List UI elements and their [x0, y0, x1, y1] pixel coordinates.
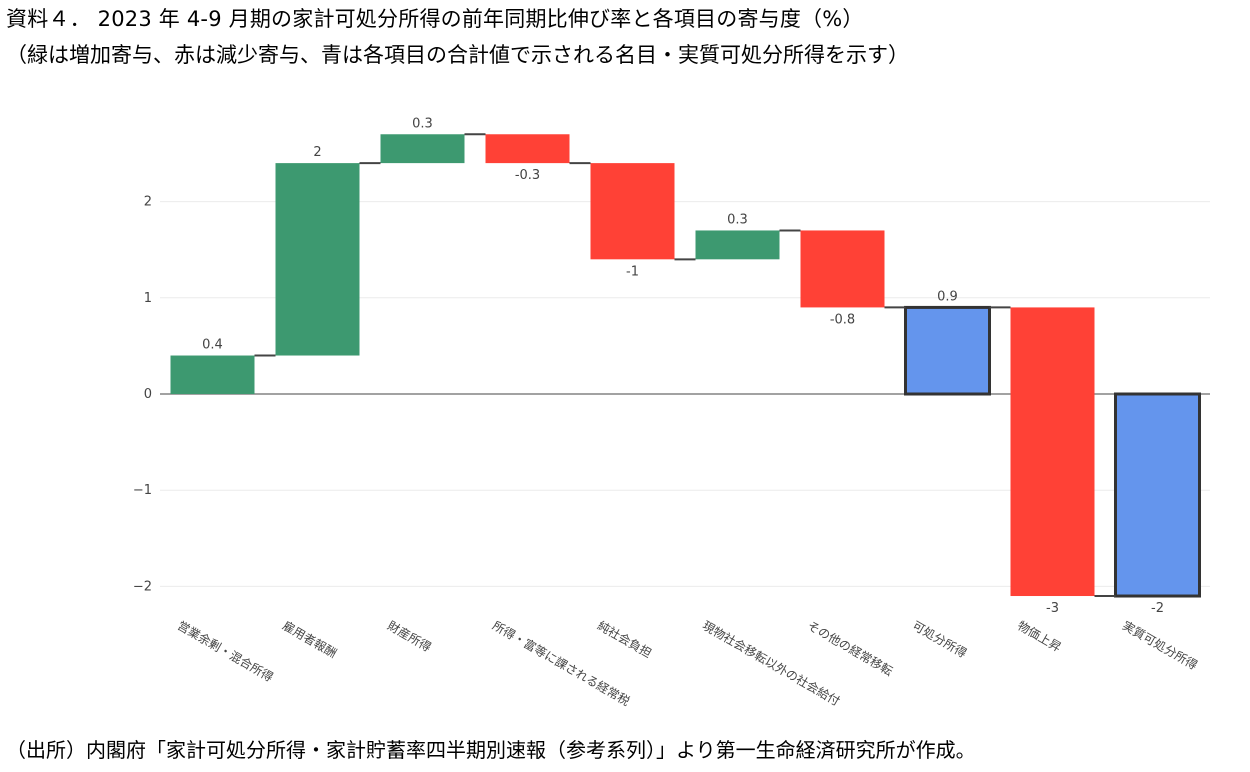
x-tick-label: 実質可処分所得	[1120, 618, 1200, 673]
chart-title: 資料４． 2023 年 4-9 月期の家計可処分所得の前年同期比伸び率と各項目の…	[6, 7, 864, 31]
bar-5	[590, 163, 675, 260]
bar-2	[275, 163, 360, 356]
data-label: -3	[1046, 601, 1059, 616]
y-axis-ticks: 2 1 0 −1 −2	[133, 195, 152, 595]
x-tick-label: 雇用者報酬	[280, 618, 339, 661]
y-tick-label: 0	[144, 387, 152, 402]
data-labels: 0.4 2 0.3 -0.3 -1 0.3 -0.8 0.9 -3 -2	[202, 116, 1164, 616]
source-note: （出所）内閣府「家計可処分所得・家計貯蓄率四半期別速報（参考系列）」より第一生命…	[6, 738, 976, 762]
y-tick-label: −2	[133, 579, 152, 594]
data-label: -0.8	[830, 312, 855, 327]
x-tick-label: 可処分所得	[910, 618, 969, 661]
bar-7	[800, 230, 885, 308]
bar-8	[904, 305, 991, 396]
data-label: 0.3	[727, 212, 748, 227]
data-label: 0.3	[412, 116, 433, 131]
x-tick-label: 財産所得	[385, 618, 434, 655]
connector-lines	[254, 133, 1116, 598]
y-tick-label: 1	[144, 291, 152, 306]
x-tick-label: 純社会負担	[595, 618, 654, 661]
y-tick-label: −1	[133, 483, 152, 498]
bar-3	[380, 134, 465, 164]
x-tick-label: 営業余剰・混合所得	[175, 618, 276, 685]
y-tick-label: 2	[144, 195, 152, 210]
bar-6	[695, 230, 780, 260]
bar-4	[485, 134, 570, 164]
data-label: 0.4	[202, 338, 223, 353]
chart-subtitle: （緑は増加寄与、赤は減少寄与、青は各項目の合計値で示される名目・実質可処分所得を…	[6, 43, 909, 67]
bar-9	[1010, 307, 1095, 597]
data-label: -0.3	[515, 168, 540, 183]
bar-1	[170, 355, 255, 394]
bar-10	[1114, 392, 1201, 598]
bars	[170, 134, 1201, 598]
data-label: 0.9	[937, 289, 958, 304]
x-tick-label: その他の経常移転	[805, 618, 895, 678]
data-label: -1	[626, 264, 639, 279]
data-label: -2	[1151, 601, 1164, 616]
x-tick-label: 物価上昇	[1015, 618, 1064, 654]
data-label: 2	[313, 145, 321, 160]
